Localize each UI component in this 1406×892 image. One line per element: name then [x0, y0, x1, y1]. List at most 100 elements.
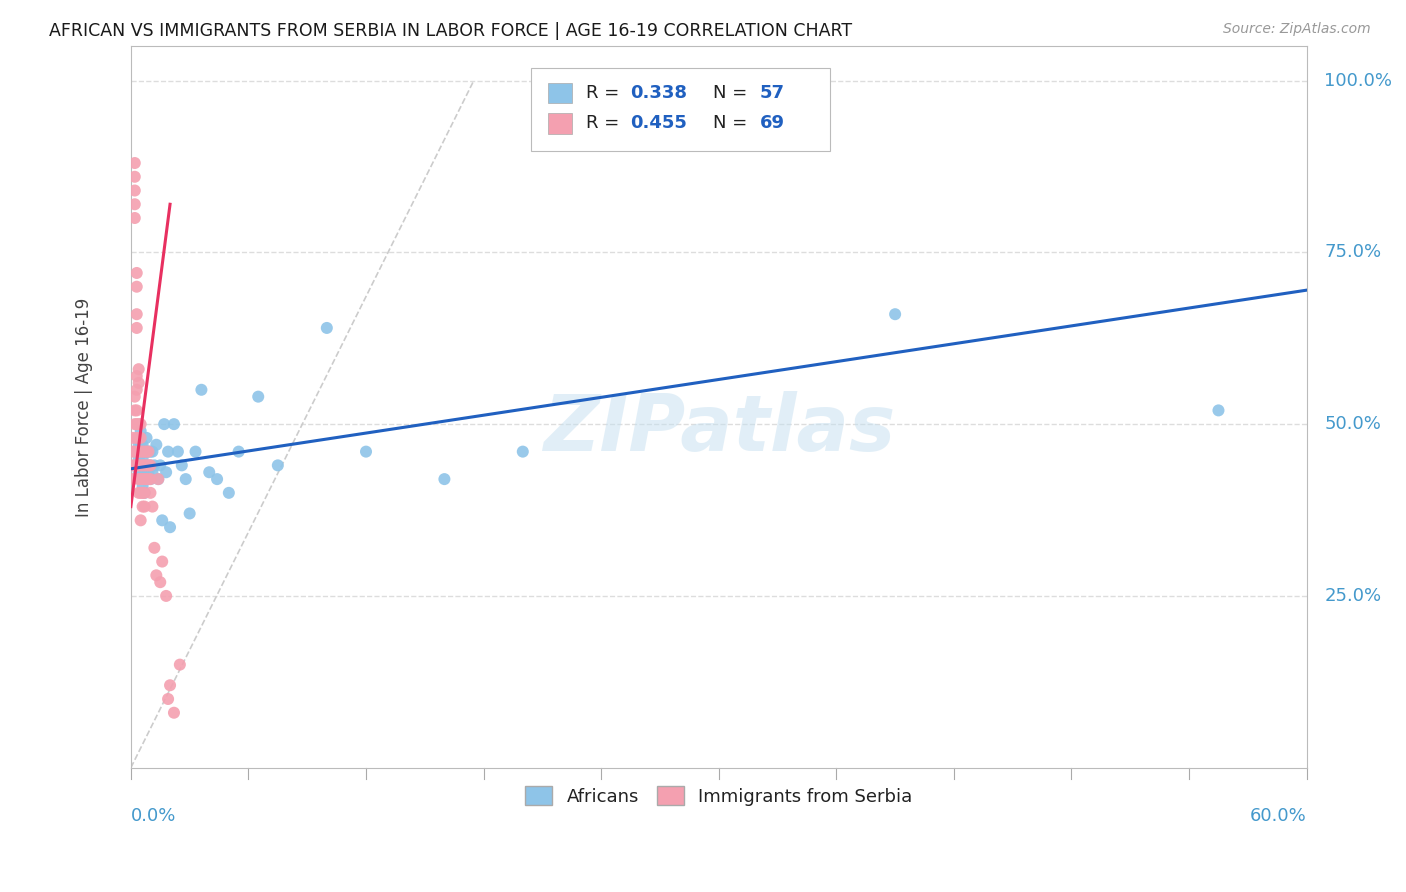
- Point: [129, 444, 152, 458]
- Point: [155, 589, 177, 603]
- Text: 25.0%: 25.0%: [1324, 587, 1382, 605]
- Point: [125, 458, 148, 473]
- Point: [125, 383, 148, 397]
- Point: [124, 458, 146, 473]
- Text: R =: R =: [586, 84, 624, 102]
- Point: [128, 376, 150, 390]
- Point: [198, 465, 221, 479]
- Point: [129, 472, 152, 486]
- Point: [124, 156, 146, 170]
- Text: 0.455: 0.455: [630, 114, 688, 132]
- Point: [121, 472, 143, 486]
- Point: [131, 479, 153, 493]
- Text: 0.338: 0.338: [630, 84, 688, 102]
- Point: [124, 197, 146, 211]
- Point: [205, 472, 228, 486]
- Point: [139, 444, 162, 458]
- Point: [129, 458, 152, 473]
- Point: [128, 465, 150, 479]
- Point: [129, 424, 152, 438]
- Point: [163, 417, 186, 431]
- Point: [125, 417, 148, 431]
- Point: [247, 390, 270, 404]
- Point: [134, 458, 156, 473]
- Point: [138, 444, 160, 458]
- Point: [218, 486, 240, 500]
- Point: [139, 458, 162, 473]
- Point: [129, 465, 152, 479]
- Point: [131, 500, 153, 514]
- Point: [125, 403, 148, 417]
- Point: [143, 458, 166, 473]
- Point: [153, 417, 176, 431]
- Point: [228, 444, 250, 458]
- Point: [134, 444, 156, 458]
- Point: [148, 472, 170, 486]
- Point: [128, 486, 150, 500]
- Point: [131, 472, 153, 486]
- Point: [131, 451, 153, 466]
- Point: [134, 486, 156, 500]
- Point: [157, 692, 180, 706]
- Point: [135, 458, 157, 473]
- Point: [125, 279, 148, 293]
- Text: 75.0%: 75.0%: [1324, 244, 1382, 261]
- Point: [131, 465, 153, 479]
- FancyBboxPatch shape: [548, 83, 572, 103]
- Point: [145, 568, 167, 582]
- Point: [159, 678, 181, 692]
- Point: [124, 184, 146, 198]
- Point: [129, 486, 152, 500]
- Point: [141, 465, 163, 479]
- Point: [169, 657, 191, 672]
- Point: [128, 362, 150, 376]
- Text: N =: N =: [713, 84, 752, 102]
- FancyBboxPatch shape: [530, 68, 831, 151]
- Point: [138, 472, 160, 486]
- Point: [129, 513, 152, 527]
- Point: [163, 706, 186, 720]
- Point: [170, 458, 193, 473]
- Text: 60.0%: 60.0%: [1250, 807, 1306, 825]
- Point: [124, 444, 146, 458]
- Point: [139, 486, 162, 500]
- Point: [129, 458, 152, 473]
- Point: [148, 472, 170, 486]
- Point: [138, 465, 160, 479]
- Text: 100.0%: 100.0%: [1324, 71, 1392, 89]
- Point: [159, 520, 181, 534]
- Point: [124, 417, 146, 431]
- Legend: Africans, Immigrants from Serbia: Africans, Immigrants from Serbia: [517, 779, 920, 813]
- Point: [134, 486, 156, 500]
- Point: [135, 458, 157, 473]
- Point: [138, 458, 160, 473]
- Point: [128, 444, 150, 458]
- Point: [150, 555, 173, 569]
- Point: [124, 211, 146, 225]
- Point: [139, 458, 162, 473]
- Text: 50.0%: 50.0%: [1324, 415, 1381, 434]
- Text: ZIPatlas: ZIPatlas: [543, 391, 894, 467]
- Point: [135, 431, 157, 445]
- Point: [121, 458, 143, 473]
- Point: [128, 438, 150, 452]
- Point: [128, 458, 150, 473]
- Point: [884, 307, 907, 321]
- Point: [128, 451, 150, 466]
- Point: [149, 458, 172, 473]
- Point: [131, 486, 153, 500]
- Point: [190, 383, 212, 397]
- Point: [141, 500, 163, 514]
- Point: [121, 444, 143, 458]
- Text: Source: ZipAtlas.com: Source: ZipAtlas.com: [1223, 22, 1371, 37]
- Point: [155, 465, 177, 479]
- Text: AFRICAN VS IMMIGRANTS FROM SERBIA IN LABOR FORCE | AGE 16-19 CORRELATION CHART: AFRICAN VS IMMIGRANTS FROM SERBIA IN LAB…: [49, 22, 852, 40]
- Point: [512, 444, 534, 458]
- Point: [131, 438, 153, 452]
- Point: [131, 444, 153, 458]
- Point: [134, 472, 156, 486]
- Point: [129, 438, 152, 452]
- Point: [135, 444, 157, 458]
- Point: [135, 472, 157, 486]
- Point: [124, 390, 146, 404]
